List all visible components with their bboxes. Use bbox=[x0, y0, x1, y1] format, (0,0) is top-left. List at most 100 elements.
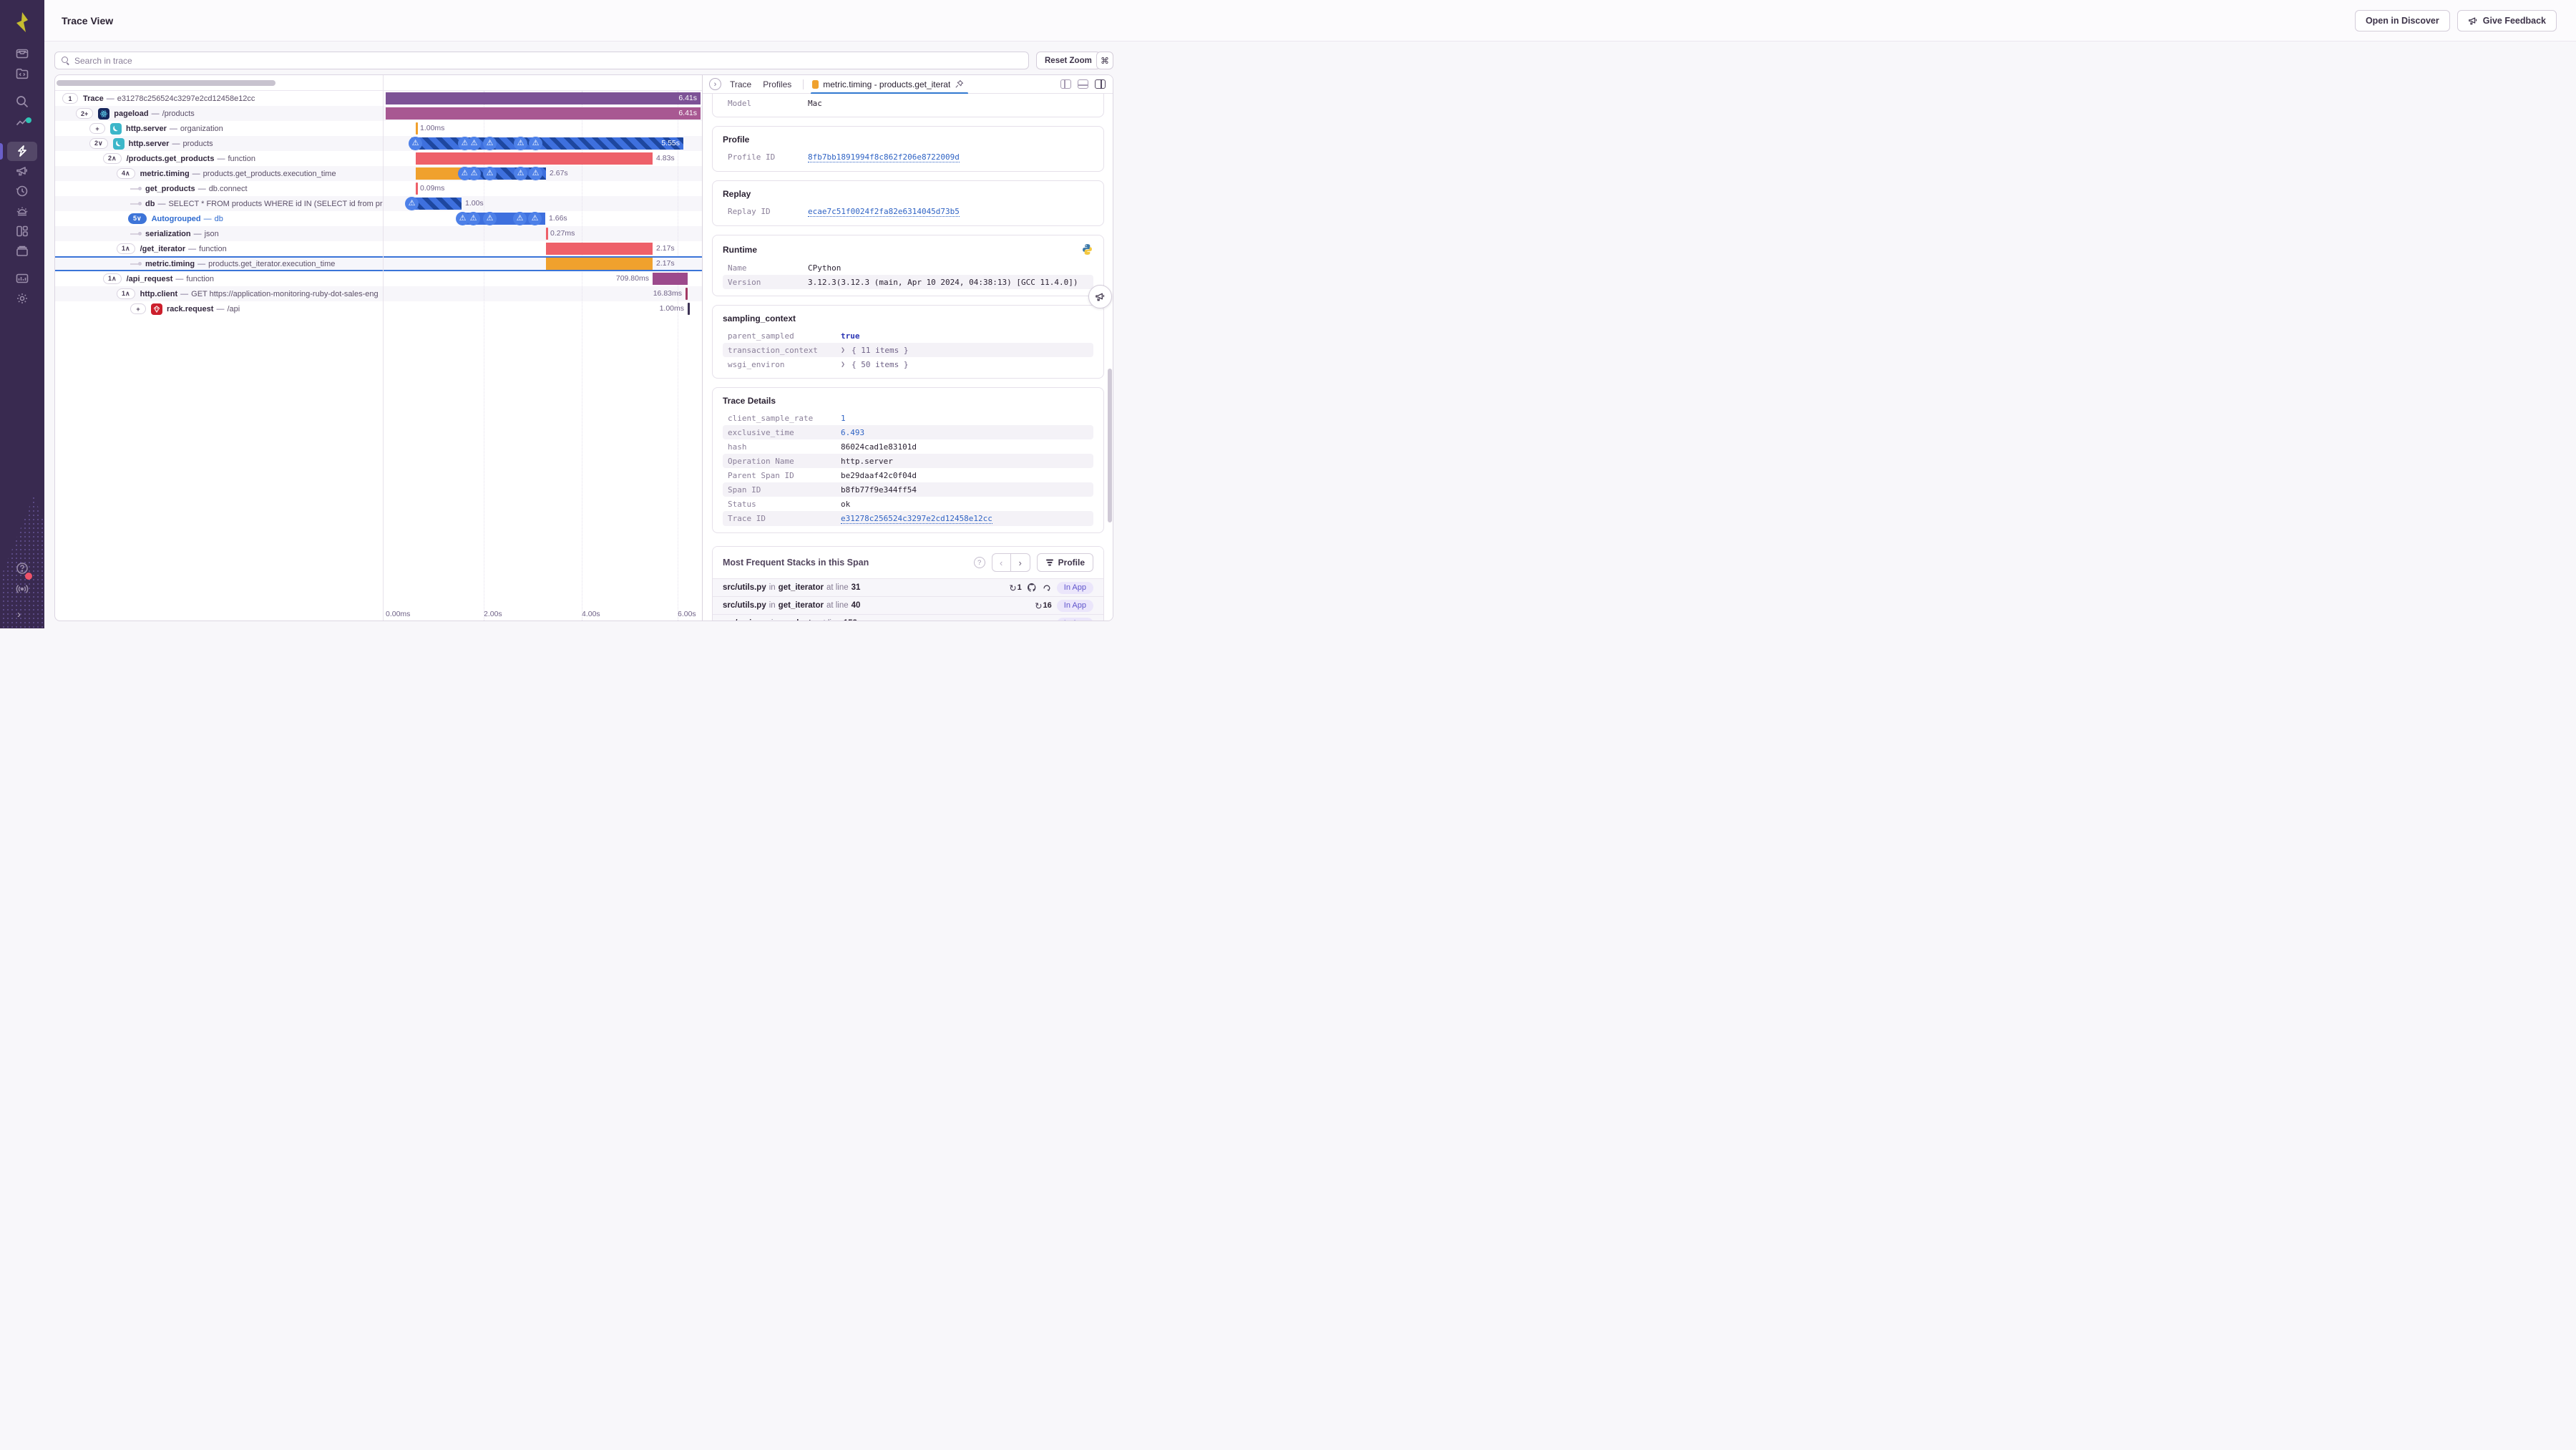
trace-tree-row[interactable]: db — SELECT * FROM products WHERE id IN (S… bbox=[55, 196, 702, 211]
stack-frame-row[interactable]: src/utils.py in get_iterator at line 31 ↻ 1 In … bbox=[713, 578, 1103, 596]
span-bar[interactable] bbox=[653, 273, 688, 285]
in-app-badge[interactable]: In App bbox=[1056, 581, 1093, 594]
performance-issue-icon[interactable]: ⚠ bbox=[529, 137, 542, 150]
span-bar[interactable] bbox=[416, 152, 653, 165]
expand-chip[interactable]: 2∧ bbox=[103, 153, 122, 164]
trace-tree-row[interactable]: 2+ pageload —/products 6.41s bbox=[55, 106, 702, 121]
chevron-right-icon[interactable]: ❯ bbox=[841, 346, 846, 354]
value-collapsed[interactable]: ❯ { 50 items } bbox=[841, 360, 1088, 369]
performance-issue-icon[interactable]: ⚠ bbox=[528, 212, 542, 225]
expand-chip[interactable]: + bbox=[89, 123, 105, 134]
span-tick[interactable] bbox=[686, 288, 688, 300]
trace-tree-row[interactable]: 4∧ metric.timing — products.get_products.ex… bbox=[55, 166, 702, 181]
span-tick[interactable] bbox=[416, 183, 418, 195]
performance-issue-icon[interactable]: ⚠ bbox=[483, 167, 497, 180]
trace-tree-row[interactable]: + http.server — organization 1.00ms bbox=[55, 121, 702, 136]
trace-tree-row[interactable]: + rack.request —/api 1.00ms bbox=[55, 301, 702, 316]
span-bar[interactable] bbox=[546, 243, 653, 255]
expand-chip[interactable]: 1 bbox=[62, 93, 78, 104]
hook-icon[interactable] bbox=[1042, 583, 1052, 593]
value-link[interactable]: e31278c256524c3297e2cd12458e12cc bbox=[841, 513, 992, 524]
give-feedback-button[interactable]: Give Feedback bbox=[2457, 10, 2557, 31]
span-bar[interactable]: 6.41s bbox=[386, 92, 701, 104]
profile-button[interactable]: Profile bbox=[1036, 553, 1093, 572]
github-icon[interactable] bbox=[1027, 583, 1037, 593]
expand-chip[interactable]: 1∧ bbox=[103, 273, 122, 284]
value-link[interactable]: 8fb7bb1891994f8c862f206e8722009d bbox=[808, 152, 960, 162]
in-app-badge[interactable]: In App bbox=[1056, 617, 1093, 621]
expand-chip[interactable]: 1∧ bbox=[117, 243, 135, 254]
tab-profiles[interactable]: Profiles bbox=[763, 79, 792, 89]
sidebar-item-alerts-megaphone[interactable] bbox=[15, 164, 29, 178]
help-icon[interactable]: ? bbox=[973, 557, 985, 568]
trace-tree-row[interactable]: metric.timing — products.get_iterator.exec… bbox=[55, 256, 702, 271]
in-app-badge[interactable]: In App bbox=[1056, 599, 1093, 612]
sentry-logo[interactable] bbox=[11, 11, 34, 34]
performance-issue-icon[interactable]: ⚠ bbox=[467, 137, 481, 150]
performance-issue-icon[interactable]: ⚠ bbox=[456, 212, 469, 225]
timeline-drawer-divider[interactable] bbox=[702, 75, 703, 621]
sidebar-item-whats-new[interactable] bbox=[15, 581, 29, 595]
feedback-widget-button[interactable] bbox=[1088, 285, 1112, 308]
sidebar-item-search[interactable] bbox=[15, 94, 29, 109]
performance-issue-icon[interactable]: ⚠ bbox=[483, 212, 497, 225]
expand-chip[interactable]: 2∨ bbox=[89, 138, 108, 149]
pager-prev-button[interactable]: ‹ bbox=[992, 554, 1011, 571]
layout-left-panel-icon[interactable] bbox=[1060, 79, 1071, 89]
span-bar[interactable] bbox=[416, 167, 462, 180]
tab-span-details-active[interactable]: metric.timing - products.get_iterat… bbox=[811, 75, 969, 94]
trace-tree-row[interactable]: 2∨ http.server — products 5.55s ⚠ ⚠ ⚠ ⚠ ⚠ ⚠ bbox=[55, 136, 702, 151]
drawer-vertical-scrollbar[interactable] bbox=[1108, 369, 1112, 522]
shortcuts-button[interactable]: ⌘ bbox=[1096, 52, 1113, 69]
expand-chip[interactable]: 5∨ bbox=[128, 213, 147, 224]
performance-issue-icon[interactable]: ⚠ bbox=[467, 212, 480, 225]
trace-tree-row[interactable]: 1∧ http.client — GET https://application-mo… bbox=[55, 286, 702, 301]
sidebar-item-releases[interactable] bbox=[15, 244, 29, 258]
sidebar-item-dashboards[interactable] bbox=[15, 224, 29, 238]
trace-tree-row[interactable]: 1∧ /api_request — function 709.80ms bbox=[55, 271, 702, 286]
chevron-right-icon[interactable]: ❯ bbox=[841, 360, 846, 369]
sidebar-item-traces[interactable] bbox=[15, 144, 29, 158]
performance-issue-icon[interactable]: ⚠ bbox=[467, 167, 481, 180]
pin-icon[interactable] bbox=[955, 79, 964, 89]
sidebar-item-stats[interactable] bbox=[15, 271, 29, 286]
sidebar-item-replays[interactable] bbox=[15, 184, 29, 198]
span-bar[interactable] bbox=[411, 198, 462, 210]
sidebar-item-crons[interactable] bbox=[15, 204, 29, 218]
trace-tree-row[interactable]: serialization — json 0.27ms bbox=[55, 226, 702, 241]
tab-trace[interactable]: Trace bbox=[730, 79, 752, 89]
span-tick[interactable] bbox=[416, 122, 418, 135]
trace-tree-row[interactable]: 1 Trace — e31278c256524c3297e2cd12458e12cc 6… bbox=[55, 91, 702, 106]
performance-issue-icon[interactable]: ⚠ bbox=[405, 197, 419, 210]
span-tick[interactable] bbox=[546, 228, 548, 240]
stack-frame-row[interactable]: src/main.pyinproductsat line158 In App bbox=[713, 614, 1103, 621]
performance-issue-icon[interactable]: ⚠ bbox=[514, 167, 527, 180]
value-collapsed[interactable]: ❯ { 11 items } bbox=[841, 346, 1088, 355]
expand-chip[interactable]: 2+ bbox=[76, 108, 94, 119]
span-bar[interactable]: 6.41s bbox=[386, 107, 701, 120]
layout-bottom-panel-icon[interactable] bbox=[1078, 79, 1088, 89]
span-bar[interactable] bbox=[546, 258, 653, 270]
trace-tree-row[interactable]: 5∨ Autogrouped — db 1.66s ⚠ ⚠ ⚠ ⚠ ⚠ bbox=[55, 211, 702, 226]
value-link[interactable]: ecae7c51f0024f2fa82e6314045d73b5 bbox=[808, 206, 960, 217]
performance-issue-icon[interactable]: ⚠ bbox=[409, 137, 422, 150]
open-in-discover-button[interactable]: Open in Discover bbox=[2354, 10, 2450, 31]
sidebar-item-issues[interactable] bbox=[15, 47, 29, 61]
span-bar[interactable]: 5.55s bbox=[411, 137, 683, 150]
trace-tree-row[interactable]: get_products — db.connect 0.09ms bbox=[55, 181, 702, 196]
trace-tree-row[interactable]: 1∧ /get_iterator — function 2.17s bbox=[55, 241, 702, 256]
performance-issue-icon[interactable]: ⚠ bbox=[514, 137, 527, 150]
expand-chip[interactable]: 4∧ bbox=[117, 168, 135, 179]
layout-right-panel-icon[interactable] bbox=[1095, 79, 1106, 89]
performance-issue-icon[interactable]: ⚠ bbox=[513, 212, 527, 225]
expand-chip[interactable]: 1∧ bbox=[117, 288, 135, 299]
tree-horizontal-scrollbar[interactable] bbox=[57, 80, 275, 86]
expand-chip[interactable]: + bbox=[130, 303, 146, 314]
sidebar-collapse-chevron-icon[interactable]: › bbox=[17, 608, 21, 621]
sidebar-item-projects[interactable] bbox=[15, 67, 29, 81]
reset-zoom-button[interactable]: Reset Zoom bbox=[1036, 52, 1101, 69]
sidebar-item-settings[interactable] bbox=[15, 291, 29, 306]
trace-tree-row[interactable]: 2∧ /products.get_products — function 4.83s bbox=[55, 151, 702, 166]
span-tick[interactable] bbox=[688, 303, 690, 315]
search-input[interactable]: Search in trace bbox=[54, 52, 1029, 69]
